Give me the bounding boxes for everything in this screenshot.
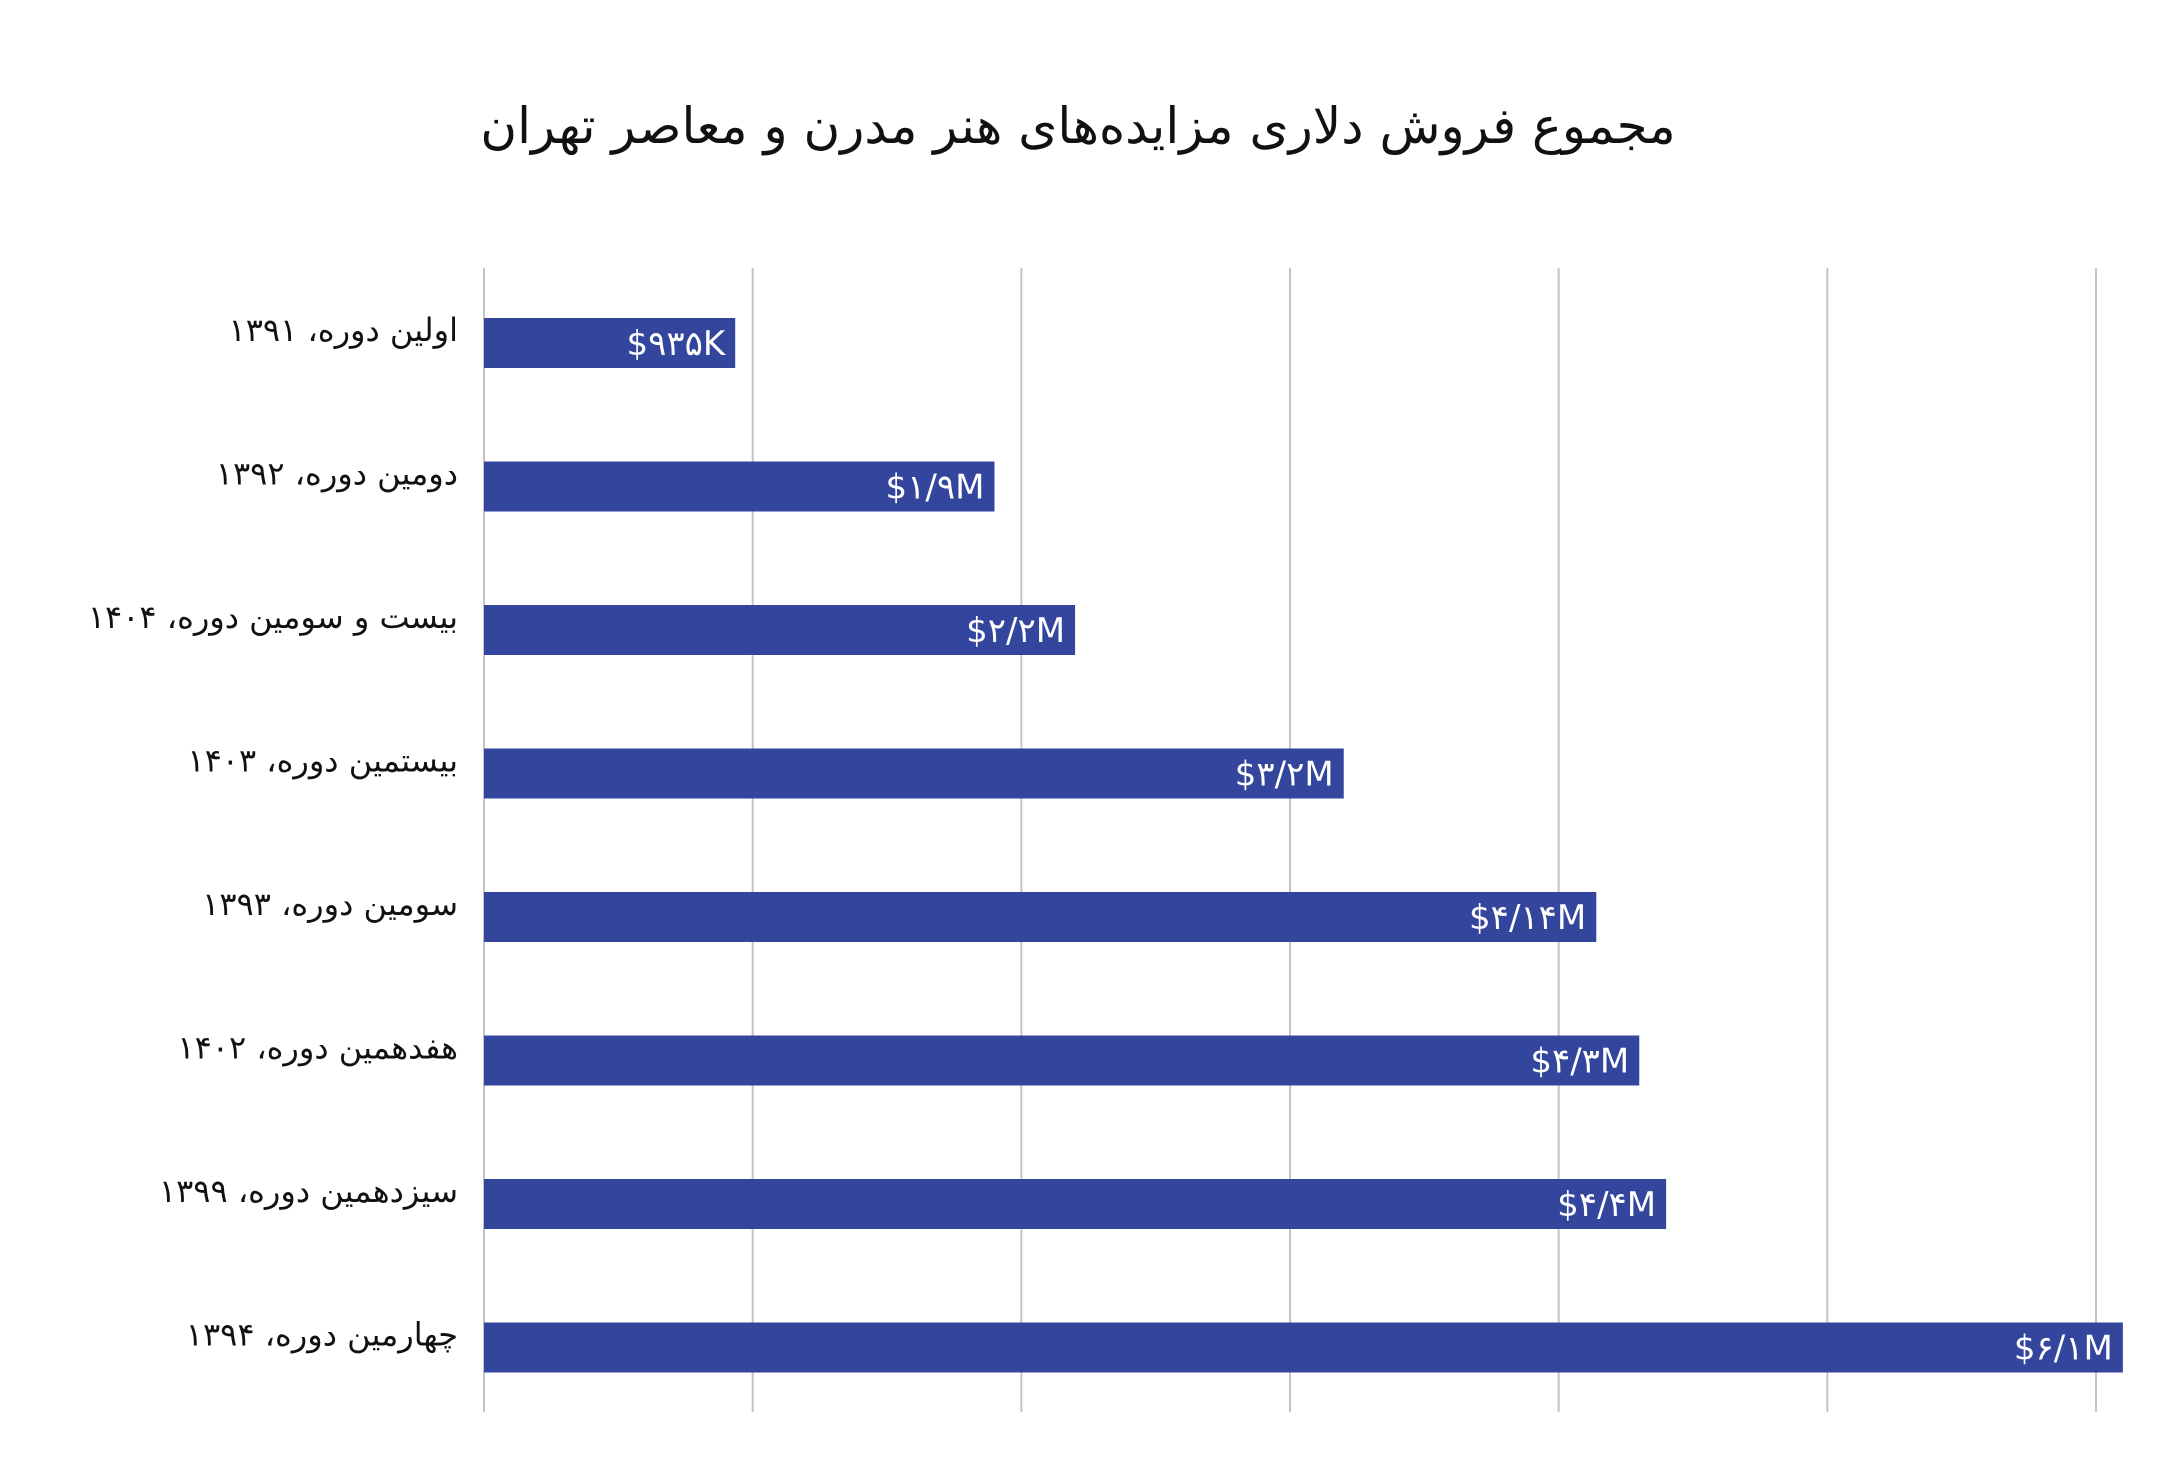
data-label: $۴/۴M <box>1557 1185 1656 1225</box>
category-label: بیست و سومین دوره، ۱۴۰۴ <box>88 598 458 636</box>
data-label: $۶/۱M <box>2014 1329 2113 1369</box>
category-label: هفدهمین دوره، ۱۴۰۲ <box>177 1029 458 1067</box>
bar <box>484 1322 2123 1373</box>
category-label: بیستمین دوره، ۱۴۰۳ <box>187 742 458 780</box>
category-label: سیزدهمین دوره، ۱۳۹۹ <box>159 1172 458 1210</box>
category-label: اولین دوره، ۱۳۹۱ <box>229 311 458 349</box>
bars: $۹۳۵K $۱/۹M $۲/۲M $۳/۲M $۴/۱۴M $۴/۳M $۴/۴M $۶/۱… <box>484 318 2123 1373</box>
bar <box>484 1035 1640 1086</box>
bar <box>484 748 1344 799</box>
bar <box>484 892 1597 942</box>
data-label: $۴/۱۴M <box>1469 898 1586 938</box>
data-label: $۳/۲M <box>1235 755 1334 795</box>
chart-title: مجموع فروش دلاری مزایده‌های هنر مدرن و م… <box>480 97 1675 156</box>
data-label: $۹۳۵K <box>626 324 726 364</box>
category-label: سومین دوره، ۱۳۹۳ <box>202 885 458 923</box>
bar <box>484 318 736 368</box>
bar <box>484 461 995 512</box>
category-label: دومین دوره، ۱۳۹۲ <box>216 455 458 493</box>
grid <box>483 268 2097 1412</box>
bar <box>484 1179 1667 1229</box>
data-label: $۴/۳M <box>1530 1042 1629 1082</box>
data-label: $۲/۲M <box>966 611 1065 651</box>
data-label: $۱/۹M <box>886 468 985 508</box>
bar <box>484 605 1076 655</box>
category-label: چهارمین دوره، ۱۳۹۴ <box>186 1316 458 1354</box>
category-labels: اولین دوره، ۱۳۹۱ دومین دوره، ۱۳۹۲ بیست و س… <box>88 311 458 1354</box>
